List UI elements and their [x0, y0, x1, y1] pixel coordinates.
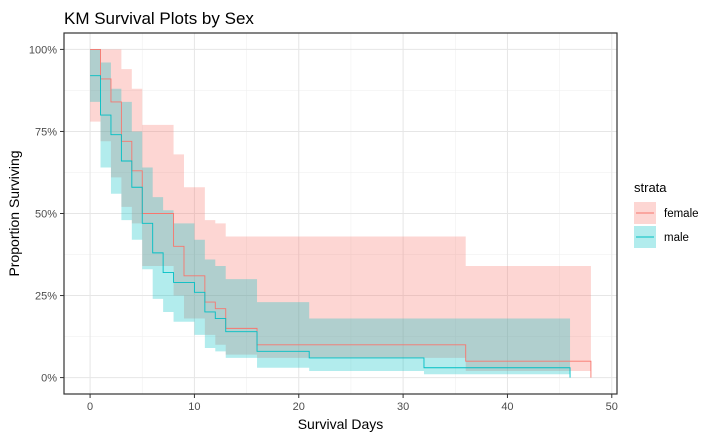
grid-lines: [64, 33, 617, 394]
x-tick-label: 30: [397, 401, 409, 413]
legend: strata female male: [634, 180, 699, 248]
x-axis-title: Survival Days: [298, 416, 384, 432]
legend-item-male: male: [634, 226, 689, 248]
y-axis-title: Proportion Surviving: [6, 150, 22, 276]
legend-label-female: female: [664, 208, 699, 220]
x-tick-label: 40: [501, 401, 513, 413]
confidence-bands: [90, 49, 591, 378]
x-axis: 0 10 20 30 40 50: [87, 394, 618, 413]
legend-label-male: male: [664, 232, 689, 244]
y-axis: 0% 25% 50% 75% 100%: [29, 44, 64, 385]
y-tick-label: 50%: [35, 209, 57, 221]
survival-curve-male: [90, 75, 571, 378]
y-tick-label: 0%: [41, 373, 57, 385]
y-tick-label: 75%: [35, 126, 57, 138]
x-tick-label: 0: [87, 401, 93, 413]
confidence-band-female: [90, 49, 591, 378]
legend-item-female: female: [634, 202, 699, 224]
y-tick-label: 25%: [35, 291, 57, 303]
x-tick-label: 20: [293, 401, 305, 413]
confidence-band-male: [90, 49, 571, 378]
x-tick-label: 10: [188, 401, 200, 413]
legend-title: strata: [634, 180, 667, 195]
survival-curves: [90, 48, 592, 378]
x-tick-label: 50: [606, 401, 618, 413]
y-tick-label: 100%: [29, 44, 57, 56]
chart-title: KM Survival Plots by Sex: [64, 9, 254, 28]
